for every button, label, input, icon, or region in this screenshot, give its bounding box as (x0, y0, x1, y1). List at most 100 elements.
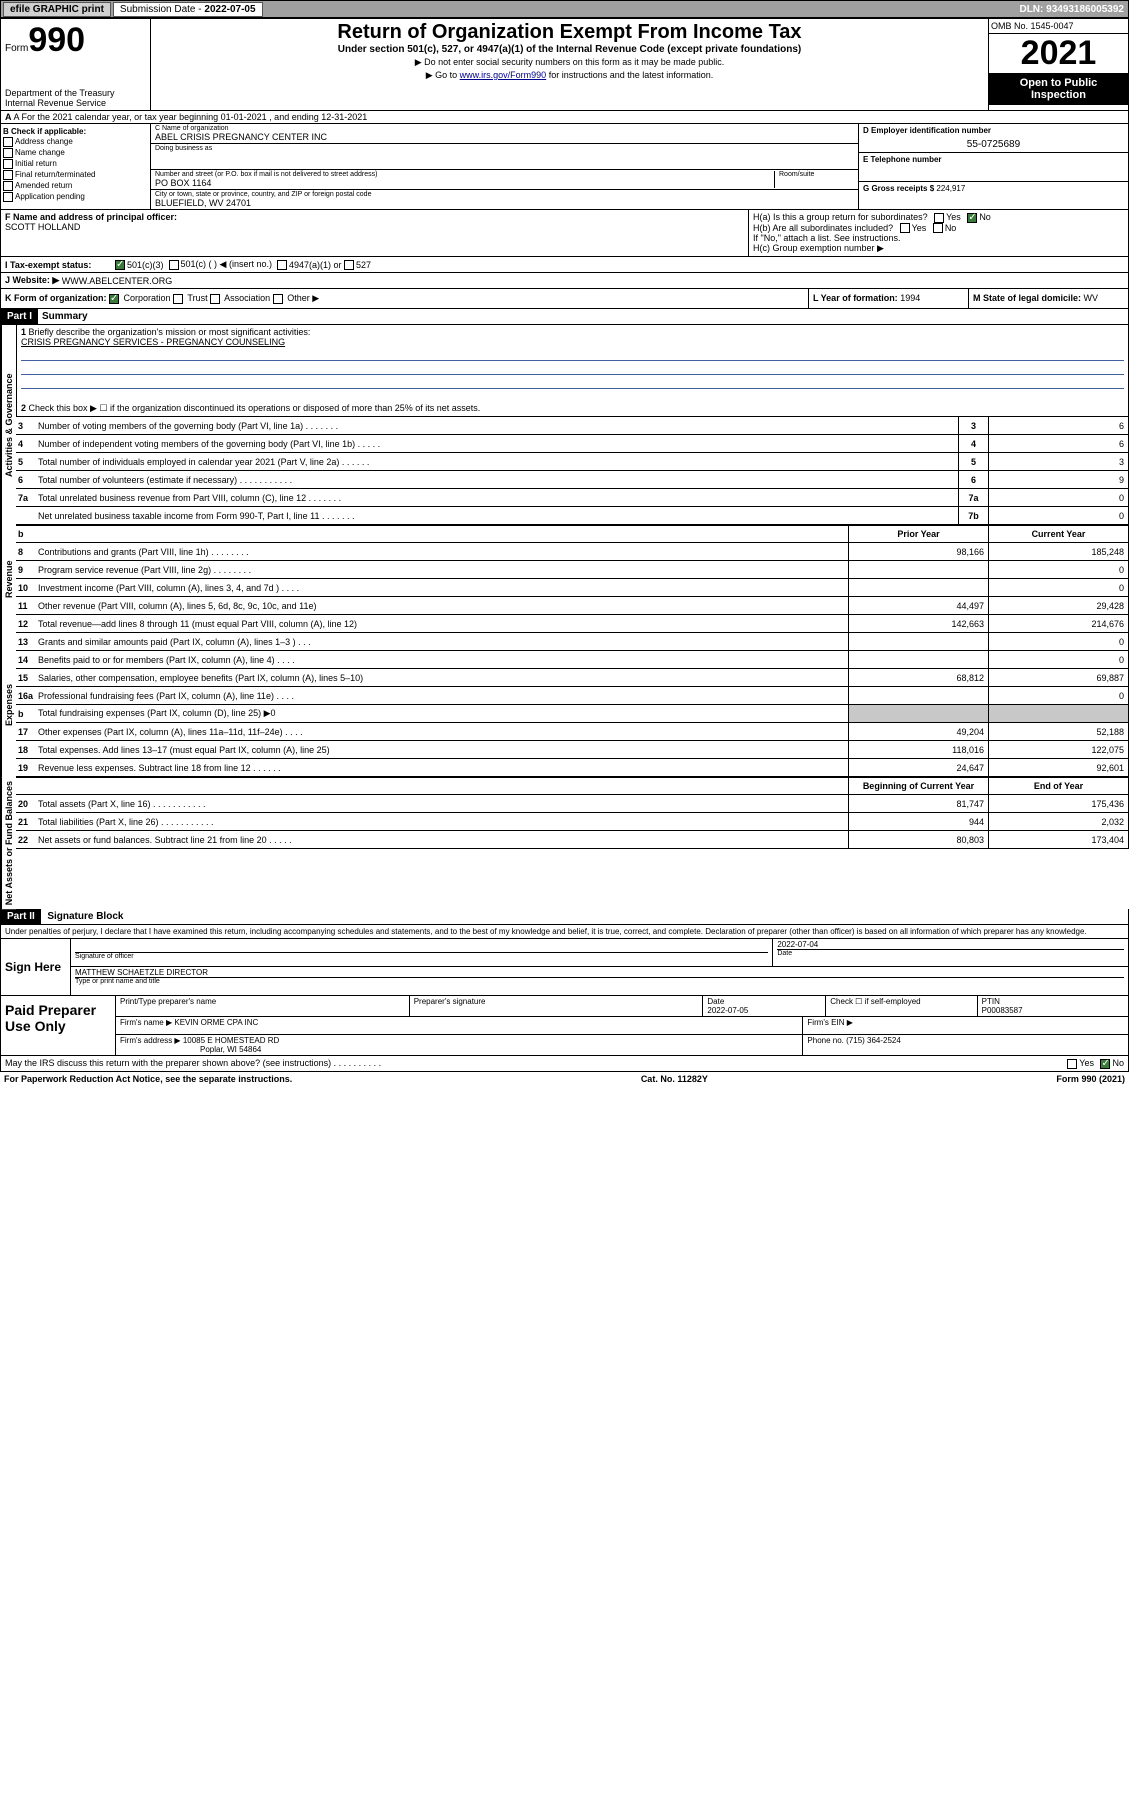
gross-receipts: 224,917 (936, 184, 965, 193)
summary-line: 14Benefits paid to or for members (Part … (16, 651, 1129, 669)
chk-initial-return[interactable] (3, 159, 13, 169)
year-formation: 1994 (900, 293, 920, 303)
chk-ha-yes[interactable] (934, 213, 944, 223)
chk-trust[interactable] (173, 294, 183, 304)
firm-addr1: 10085 E HOMESTEAD RD (183, 1036, 279, 1045)
perjury-declaration: Under penalties of perjury, I declare th… (0, 925, 1129, 939)
chk-other[interactable] (273, 294, 283, 304)
chk-address-change[interactable] (3, 137, 13, 147)
note-link: ▶ Go to www.irs.gov/Form990 for instruct… (155, 70, 984, 81)
dept-label: Department of the Treasury Internal Reve… (5, 88, 146, 108)
top-toolbar: efile GRAPHIC print Submission Date - 20… (0, 0, 1129, 18)
paperwork-footer: For Paperwork Reduction Act Notice, see … (0, 1072, 1129, 1086)
website: WWW.ABELCENTER.ORG (62, 276, 173, 286)
summary-line: 19Revenue less expenses. Subtract line 1… (16, 759, 1129, 777)
summary-line: 8Contributions and grants (Part VIII, li… (16, 543, 1129, 561)
principal-officer: SCOTT HOLLAND (5, 222, 744, 232)
chk-hb-yes[interactable] (900, 223, 910, 233)
summary-line: 22Net assets or fund balances. Subtract … (16, 831, 1129, 849)
summary-line: 13Grants and similar amounts paid (Part … (16, 633, 1129, 651)
chk-application-pending[interactable] (3, 192, 13, 202)
summary-line: 15Salaries, other compensation, employee… (16, 669, 1129, 687)
city-state-zip: BLUEFIELD, WV 24701 (155, 198, 854, 208)
summary-line: 18Total expenses. Add lines 13–17 (must … (16, 741, 1129, 759)
tax-year: 2021 (989, 34, 1128, 73)
chk-assoc[interactable] (210, 294, 220, 304)
chk-discuss-yes[interactable] (1067, 1059, 1077, 1069)
irs-link[interactable]: www.irs.gov/Form990 (460, 70, 547, 80)
summary-line: 21Total liabilities (Part X, line 26) . … (16, 813, 1129, 831)
chk-527[interactable] (344, 260, 354, 270)
form-number: 990 (28, 21, 85, 59)
org-name: ABEL CRISIS PREGNANCY CENTER INC (155, 132, 854, 142)
street-address: PO BOX 1164 (155, 178, 774, 188)
chk-501c3[interactable] (115, 260, 125, 270)
summary-line: 17Other expenses (Part IX, column (A), l… (16, 723, 1129, 741)
chk-501c[interactable] (169, 260, 179, 270)
ein: 55-0725689 (863, 139, 1124, 150)
firm-name: KEVIN ORME CPA INC (174, 1018, 258, 1027)
summary-line: 12Total revenue—add lines 8 through 11 (… (16, 615, 1129, 633)
paid-preparer-label: Paid Preparer Use Only (1, 996, 116, 1055)
part1-netassets: Net Assets or Fund Balances Beginning of… (0, 777, 1129, 909)
open-inspection: Open to Public Inspection (989, 73, 1128, 105)
sig-date: 2022-07-04 (777, 940, 1124, 949)
section-j: J Website: ▶ WWW.ABELCENTER.ORG (0, 273, 1129, 289)
may-irs-discuss: May the IRS discuss this return with the… (0, 1056, 1129, 1072)
form-label: Form (5, 43, 28, 54)
form-subtitle: Under section 501(c), 527, or 4947(a)(1)… (155, 44, 984, 55)
form-footer: Form 990 (2021) (1056, 1074, 1125, 1084)
row-a-calendar-year: A A For the 2021 calendar year, or tax y… (0, 111, 1129, 124)
section-b: B Check if applicable: Address change Na… (1, 124, 151, 209)
summary-line: bTotal fundraising expenses (Part IX, co… (16, 705, 1129, 723)
ptin: P00083587 (982, 1006, 1124, 1015)
summary-line: 3Number of voting members of the governi… (16, 417, 1129, 435)
chk-amended-return[interactable] (3, 181, 13, 191)
omb-number: OMB No. 1545-0047 (989, 19, 1128, 34)
vtab-netassets: Net Assets or Fund Balances (1, 777, 16, 909)
summary-line: 20Total assets (Part X, line 16) . . . .… (16, 795, 1129, 813)
form-header: Form990 Department of the Treasury Inter… (0, 18, 1129, 111)
chk-ha-no[interactable] (967, 213, 977, 223)
summary-line: 6Total number of volunteers (estimate if… (16, 471, 1129, 489)
efile-button[interactable]: efile GRAPHIC print (3, 2, 111, 17)
vtab-governance: Activities & Governance (1, 325, 16, 525)
part1-expenses: Expenses 13Grants and similar amounts pa… (0, 633, 1129, 777)
section-k: K Form of organization: Corporation Trus… (0, 289, 1129, 309)
summary-line: 11Other revenue (Part VIII, column (A), … (16, 597, 1129, 615)
chk-discuss-no[interactable] (1100, 1059, 1110, 1069)
prep-date: 2022-07-05 (707, 1006, 821, 1015)
vtab-revenue: Revenue (1, 525, 16, 633)
section-d: D Employer identification number55-07256… (858, 124, 1128, 209)
entity-block: B Check if applicable: Address change Na… (0, 124, 1129, 210)
state-domicile: WV (1084, 293, 1099, 303)
section-c: C Name of organizationABEL CRISIS PREGNA… (151, 124, 858, 209)
firm-addr2: Poplar, WI 54864 (200, 1045, 261, 1054)
cat-no: Cat. No. 11282Y (641, 1074, 708, 1084)
summary-line: 16aProfessional fundraising fees (Part I… (16, 687, 1129, 705)
vtab-expenses: Expenses (1, 633, 16, 777)
chk-hb-no[interactable] (933, 223, 943, 233)
mission-text: CRISIS PREGNANCY SERVICES - PREGNANCY CO… (21, 337, 1124, 347)
part1-governance: Activities & Governance 1 Briefly descri… (0, 325, 1129, 525)
note-ssn: ▶ Do not enter social security numbers o… (155, 57, 984, 68)
summary-line: 5Total number of individuals employed in… (16, 453, 1129, 471)
part1-revenue: Revenue b Prior Year Current Year 8Contr… (0, 525, 1129, 633)
dln-label: DLN: 93493186005392 (1019, 4, 1128, 15)
summary-line: 7aTotal unrelated business revenue from … (16, 489, 1129, 507)
summary-line: 4Number of independent voting members of… (16, 435, 1129, 453)
officer-name: MATTHEW SCHAETZLE DIRECTOR (75, 968, 1124, 977)
chk-4947[interactable] (277, 260, 287, 270)
chk-final-return[interactable] (3, 170, 13, 180)
form-title: Return of Organization Exempt From Incom… (155, 21, 984, 44)
summary-line: 9Program service revenue (Part VIII, lin… (16, 561, 1129, 579)
submission-date: Submission Date - 2022-07-05 (113, 2, 263, 17)
part2-header: Part II Signature Block (0, 909, 1129, 925)
part1-header: Part I Summary (0, 309, 1129, 325)
section-i: I Tax-exempt status: 501(c)(3) 501(c) ( … (0, 257, 1129, 273)
paid-preparer-block: Paid Preparer Use Only Print/Type prepar… (0, 996, 1129, 1056)
chk-name-change[interactable] (3, 148, 13, 158)
summary-line: 10Investment income (Part VIII, column (… (16, 579, 1129, 597)
firm-phone: (715) 364-2524 (846, 1036, 901, 1045)
chk-corp[interactable] (109, 294, 119, 304)
